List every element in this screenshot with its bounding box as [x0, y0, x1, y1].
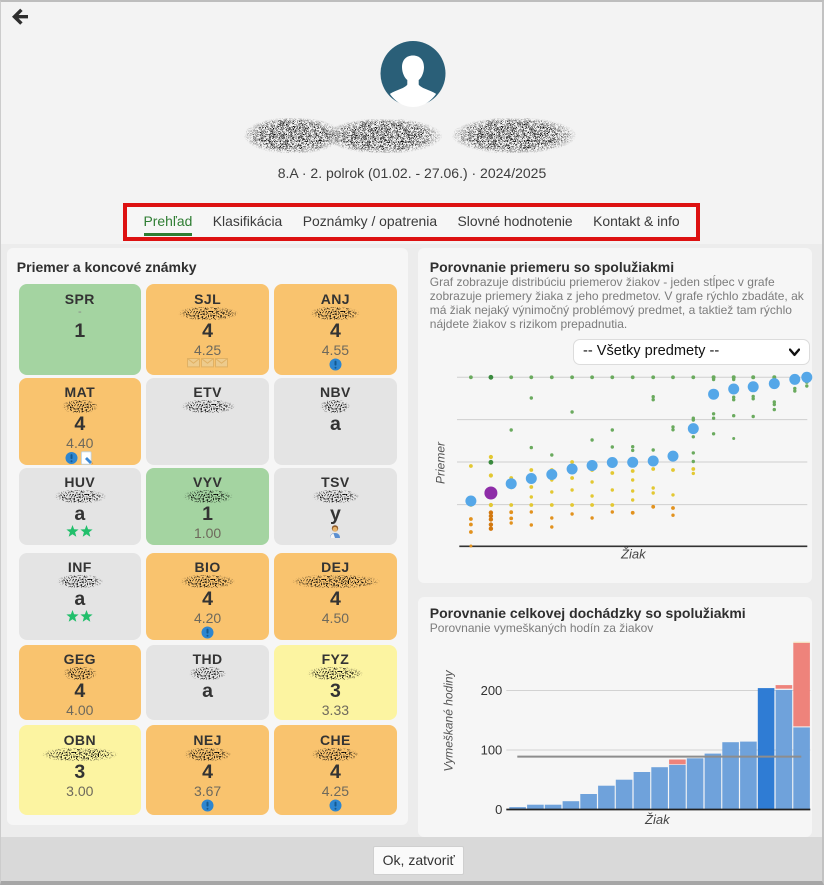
svg-text:0: 0 — [495, 802, 502, 817]
svg-text:Žiak: Žiak — [620, 547, 647, 562]
svg-text:100: 100 — [480, 743, 502, 758]
svg-text:Vymeškané hodiny: Vymeškané hodiny — [441, 669, 455, 771]
svg-text:Priemer: Priemer — [433, 441, 447, 484]
svg-text:Žiak: Žiak — [644, 812, 671, 827]
svg-text:200: 200 — [480, 683, 502, 698]
